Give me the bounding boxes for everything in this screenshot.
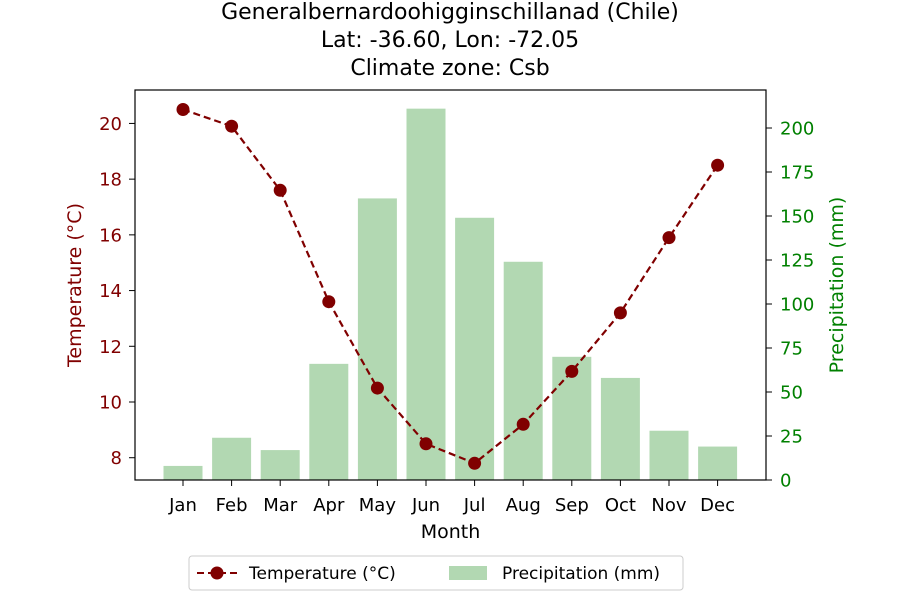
x-tick-label-may: May [359, 495, 397, 516]
plot-frame [134, 89, 767, 481]
temperature-point-nov [662, 231, 676, 245]
y-left-tick-label-12: 12 [99, 337, 122, 358]
temperature-point-dec [711, 158, 725, 172]
temperature-point-feb [225, 119, 239, 133]
y-right-tick-label-75: 75 [780, 339, 803, 360]
x-tick-label-dec: Dec [700, 495, 735, 516]
legend: Temperature (°C) Precipitation (mm) [188, 555, 684, 591]
y-left-tick-label-14: 14 [99, 281, 122, 302]
x-tick-label-sep: Sep [555, 495, 589, 516]
y-axis-left-label: Temperature (°C) [64, 203, 86, 368]
temperature-point-may [370, 381, 384, 395]
precipitation-bar-aug [503, 261, 543, 480]
y-right-tick-label-175: 175 [780, 163, 814, 184]
y-right-tick-label-50: 50 [780, 383, 803, 404]
temperature-point-sep [565, 364, 579, 378]
temperature-point-oct [613, 306, 627, 320]
y-left-tick-label-8: 8 [111, 448, 122, 469]
temperature-point-mar [273, 183, 287, 197]
temperature-point-aug [516, 417, 530, 431]
precipitation-bar-jun [406, 108, 446, 480]
legend-box [188, 555, 684, 591]
y-left-tick-label-18: 18 [99, 170, 122, 191]
chart-title-line-1: Generalbernardoohigginschillanad (Chile) [221, 0, 679, 25]
y-right-tick-label-125: 125 [780, 251, 814, 272]
legend-temperature-marker-swatch [210, 566, 224, 580]
temperature-point-jun [419, 437, 433, 451]
y-left-tick-label-20: 20 [99, 114, 122, 135]
y-axis-right: 0 25 50 75 100 125 150 175 200 [766, 119, 814, 492]
precipitation-bar-may [357, 198, 397, 480]
precipitation-bar-jan [163, 465, 203, 480]
y-axis-right-label: Precipitation (mm) [826, 197, 848, 374]
x-tick-label-aug: Aug [506, 495, 541, 516]
chart-title-line-2: Lat: -36.60, Lon: -72.05 [320, 28, 580, 53]
temperature-point-apr [322, 295, 336, 309]
precipitation-bar-mar [260, 450, 300, 480]
temperature-point-jul [468, 456, 482, 470]
y-axis-left: 8 10 12 14 16 18 20 [99, 114, 135, 469]
temperature-line [176, 103, 725, 470]
x-tick-label-apr: Apr [313, 495, 345, 516]
legend-temperature-label: Temperature (°C) [248, 564, 396, 584]
x-tick-label-jul: Jul [463, 495, 486, 516]
y-right-tick-label-100: 100 [780, 295, 814, 316]
x-tick-label-mar: Mar [263, 495, 298, 516]
x-tick-label-oct: Oct [605, 495, 636, 516]
y-left-tick-label-10: 10 [99, 393, 122, 414]
legend-precipitation-swatch [449, 566, 487, 580]
temperature-point-jan [176, 103, 190, 116]
x-axis: Jan Feb Mar Apr May Jun Jul Aug Sep Oct Nov Dec [168, 480, 735, 516]
y-left-tick-label-16: 16 [99, 225, 122, 246]
legend-precipitation-label: Precipitation (mm) [502, 564, 660, 584]
x-tick-label-jan: Jan [168, 495, 197, 516]
precipitation-bar-oct [600, 377, 640, 480]
precipitation-bar-nov [649, 430, 689, 480]
y-right-tick-label-0: 0 [780, 471, 791, 492]
x-tick-label-nov: Nov [651, 495, 686, 516]
precipitation-bar-jul [455, 217, 495, 480]
x-tick-label-jun: Jun [411, 495, 440, 516]
precipitation-bars [163, 108, 738, 480]
x-axis-label: Month [421, 521, 481, 543]
temperature-series-line [182, 108, 719, 465]
y-right-tick-label-200: 200 [780, 119, 814, 140]
x-tick-label-feb: Feb [216, 495, 248, 516]
precipitation-bar-feb [212, 437, 252, 480]
precipitation-bar-dec [698, 446, 738, 480]
y-right-tick-label-150: 150 [780, 207, 814, 228]
precipitation-bar-apr [309, 363, 349, 480]
chart-title-line-3: Climate zone: Csb [350, 56, 550, 81]
y-right-tick-label-25: 25 [780, 427, 803, 448]
